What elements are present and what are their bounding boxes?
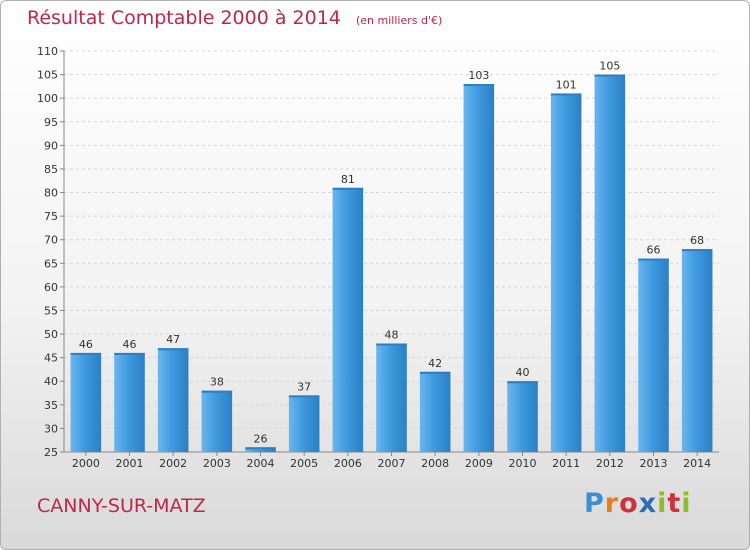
- x-tick-label: 2014: [683, 457, 711, 470]
- bar-top-edge: [376, 343, 407, 346]
- bar: [245, 447, 276, 452]
- bar: [376, 343, 407, 452]
- bars: [70, 74, 713, 453]
- bar: [332, 187, 364, 452]
- logo-letter: o: [619, 488, 639, 519]
- logo-letter: r: [604, 488, 620, 519]
- chart-subtitle: (en milliers d'€): [355, 14, 443, 27]
- bar-top-edge: [70, 352, 102, 355]
- bar-value-label: 48: [385, 328, 399, 341]
- bar-top-edge: [114, 352, 145, 355]
- y-tick-label: 50: [44, 328, 58, 341]
- bar-top-edge: [157, 348, 189, 351]
- bar-value-label: 40: [516, 366, 530, 379]
- y-tick-label: 35: [44, 399, 58, 412]
- y-tick-label: 70: [44, 234, 58, 247]
- bar-top-edge: [507, 381, 538, 384]
- bar-top-edge: [332, 187, 364, 190]
- bar-top-edge: [638, 258, 669, 261]
- logo-letter: i: [657, 488, 668, 519]
- bar-top-edge: [288, 395, 320, 398]
- bar: [507, 381, 538, 452]
- bar-value-label: 38: [210, 376, 224, 389]
- bar-value-label: 46: [123, 338, 137, 351]
- y-tick-label: 110: [37, 45, 58, 58]
- y-tick-label: 55: [44, 304, 58, 317]
- bar-value-label: 101: [556, 78, 577, 91]
- bar-value-label: 81: [341, 173, 355, 186]
- bar: [157, 348, 189, 452]
- y-tick-label: 60: [44, 281, 58, 294]
- y-tick-label: 25: [44, 446, 58, 459]
- bar: [70, 352, 102, 452]
- x-tick-label: 2009: [465, 457, 493, 470]
- y-tick-label: 100: [37, 92, 58, 105]
- x-tick-label: 2012: [596, 457, 624, 470]
- x-tick-label: 2000: [72, 457, 100, 470]
- logo-letter: P: [584, 488, 605, 519]
- proxiti-logo: Proxiti: [584, 488, 692, 519]
- bar-value-label: 68: [690, 234, 704, 247]
- y-tick-label: 75: [44, 210, 58, 223]
- x-tick-label: 2003: [203, 457, 231, 470]
- bar: [550, 93, 582, 452]
- bar-value-label: 103: [468, 69, 489, 82]
- bar: [681, 249, 713, 452]
- y-tick-label: 95: [44, 116, 58, 129]
- y-tick-label: 85: [44, 163, 58, 176]
- y-tick-label: 30: [44, 422, 58, 435]
- logo-letter: x: [638, 488, 658, 519]
- logo-letter: i: [681, 488, 692, 519]
- x-tick-label: 2002: [159, 457, 187, 470]
- bar-value-label: 46: [79, 338, 93, 351]
- chart-title-block: Résultat Comptable 2000 à 2014 (en milli…: [27, 7, 442, 29]
- x-tick-label: 2011: [552, 457, 580, 470]
- bar: [114, 352, 145, 452]
- bar-top-edge: [594, 74, 626, 77]
- commune-name: CANNY-SUR-MATZ: [37, 495, 206, 517]
- bar-top-edge: [681, 249, 713, 252]
- bar: [288, 395, 320, 452]
- bar-top-edge: [463, 84, 495, 87]
- x-tick-label: 2013: [640, 457, 668, 470]
- x-tick-label: 2001: [116, 457, 144, 470]
- x-tick-label: 2010: [509, 457, 537, 470]
- y-tick-label: 40: [44, 375, 58, 388]
- bar-value-label: 37: [297, 380, 311, 393]
- bar-top-edge: [419, 371, 451, 374]
- bar: [419, 371, 451, 452]
- y-tick-label: 65: [44, 257, 58, 270]
- bar: [463, 84, 495, 452]
- bar-top-edge: [245, 447, 276, 450]
- y-tick-label: 45: [44, 352, 58, 365]
- y-tick-label: 80: [44, 187, 58, 200]
- chart-title: Résultat Comptable 2000 à 2014: [27, 7, 341, 29]
- x-tick-label: 2005: [290, 457, 318, 470]
- bar-top-edge: [201, 390, 233, 393]
- bar-value-label: 26: [254, 432, 268, 445]
- bar-top-edge: [550, 93, 582, 96]
- bar-value-label: 66: [647, 244, 661, 257]
- x-tick-label: 2007: [378, 457, 406, 470]
- bar: [638, 258, 669, 452]
- x-tick-label: 2008: [421, 457, 449, 470]
- bar-value-label: 42: [428, 357, 442, 370]
- y-tick-label: 90: [44, 139, 58, 152]
- x-tick-label: 2006: [334, 457, 362, 470]
- logo-letter: t: [667, 488, 682, 519]
- y-tick-label: 105: [37, 69, 58, 82]
- x-tick-label: 2004: [247, 457, 275, 470]
- bar-value-label: 105: [599, 60, 620, 73]
- bar: [201, 390, 233, 452]
- bar: [594, 74, 626, 453]
- bar-value-label: 47: [166, 333, 180, 346]
- labels: 25 30 35 40 45 50 55 60 65 70 75 80 85 90 95 100 105 110 4…: [37, 45, 711, 470]
